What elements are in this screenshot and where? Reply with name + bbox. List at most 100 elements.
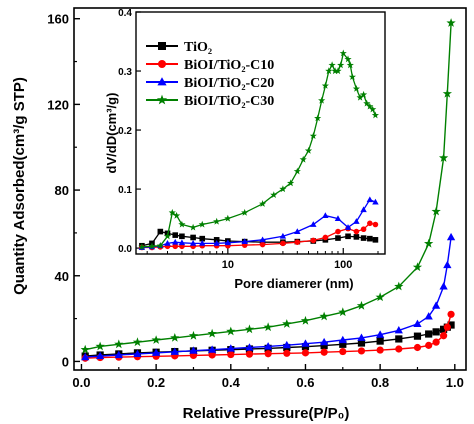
inset-data-point — [346, 61, 354, 69]
inset-data-point — [369, 105, 377, 113]
inset-data-point — [367, 235, 373, 242]
inset-data-point — [178, 220, 186, 228]
main-y-tick-label: 80 — [55, 183, 69, 198]
main-data-point — [207, 328, 217, 338]
inset-data-point — [334, 215, 342, 221]
inset-x-tick-label: 100 — [334, 259, 352, 271]
inset-data-point — [314, 114, 322, 122]
inset-data-point — [339, 49, 347, 57]
main-data-point — [446, 232, 456, 241]
main-data-point — [339, 340, 347, 348]
inset-data-point — [280, 240, 286, 247]
inset-data-point — [172, 243, 179, 250]
inset-data-point — [172, 232, 179, 238]
main-data-point — [300, 315, 311, 325]
inset-data-point — [294, 239, 301, 245]
inset-y-tick-label: 0.1 — [118, 185, 132, 196]
main-data-point — [188, 330, 199, 340]
inset-data-point — [353, 218, 360, 224]
inset-data-point — [363, 99, 371, 107]
inset-data-point — [270, 191, 278, 198]
main-data-point — [227, 350, 235, 359]
main-data-point — [395, 345, 403, 353]
inset-data-point — [224, 214, 232, 222]
main-data-point — [263, 322, 273, 332]
inset-plot: 10 100 0.0 0.1 0.2 0.3 0.4 — [118, 8, 387, 271]
main-data-point — [431, 301, 441, 309]
inset-y-tick-label: 0.4 — [118, 8, 132, 19]
main-data-point — [447, 321, 455, 329]
main-data-point — [375, 330, 385, 338]
inset-data-point — [366, 196, 374, 203]
legend-marker — [156, 94, 168, 105]
main-x-tick-label: 0.2 — [147, 375, 165, 390]
main-x-tick-label: 0.8 — [371, 375, 389, 390]
main-data-point — [114, 350, 123, 359]
main-data-point — [424, 238, 434, 248]
inset-y-tick-label: 0.3 — [118, 67, 132, 78]
main-data-point — [356, 300, 367, 310]
inset-data-point — [304, 146, 313, 154]
inset-data-point — [163, 232, 172, 240]
main-data-point — [432, 328, 440, 336]
inset-data-point — [360, 226, 367, 233]
main-y-tick-label: 0 — [62, 354, 69, 369]
inset-x-axis-label: Pore diamerer (nm) — [234, 276, 353, 291]
inset-data-point — [279, 185, 287, 193]
main-data-point — [319, 337, 329, 346]
inset-data-point — [372, 198, 379, 205]
inset-data-point — [366, 102, 374, 110]
legend-marker — [157, 77, 167, 86]
inset-y-tick-label: 0.2 — [118, 126, 132, 137]
main-data-point — [282, 319, 292, 328]
inset-data-point — [344, 224, 352, 230]
main-data-point — [395, 335, 403, 343]
inset-plot-frame — [135, 11, 386, 255]
main-data-point — [208, 351, 216, 359]
main-data-point — [245, 343, 254, 351]
inset-y-tick-label: 0.0 — [118, 244, 132, 255]
inset-data-point — [360, 90, 368, 98]
inset-data-point — [157, 228, 164, 235]
main-data-point — [412, 262, 423, 272]
inset-data-point — [293, 167, 301, 175]
inset-data-point — [213, 240, 220, 246]
inset-data-point — [287, 179, 295, 187]
main-data-point — [446, 18, 456, 27]
inset-y-axis-label: dV/dD(cm³/g) — [104, 93, 119, 174]
main-data-point — [357, 347, 366, 355]
main-data-point — [432, 338, 440, 346]
main-x-tick-label: 0.4 — [222, 375, 241, 390]
inset-data-point — [371, 111, 379, 119]
inset-data-point — [279, 232, 287, 239]
main-plot: 0.0 0.2 0.4 0.6 0.8 1.0 0 40 80 120 160 — [47, 7, 467, 390]
main-data-point — [245, 350, 254, 358]
main-data-point — [95, 341, 105, 351]
main-x-tick-label: 1.0 — [446, 375, 464, 390]
inset-data-point — [335, 228, 341, 235]
legend: TiO₂ BiOI/TiO₂-C10 BiOI/TiO₂-C20 BiOI/TiO₂-… — [146, 40, 274, 109]
main-plot-frame — [73, 7, 467, 371]
main-data-point — [263, 342, 273, 350]
main-data-point — [320, 348, 328, 356]
inset-data-point — [309, 132, 317, 139]
main-data-point — [424, 312, 433, 320]
inset-data-point — [328, 61, 336, 69]
inset-data-point — [352, 85, 360, 92]
main-data-point — [226, 326, 236, 336]
inset-data-point — [168, 208, 176, 216]
main-y-axis-label: Quantity Adsorbed(cm³/g STP) — [11, 77, 28, 295]
inset-data-point — [331, 67, 339, 75]
legend-marker — [158, 60, 166, 68]
main-data-point — [447, 310, 455, 318]
inset-data-point — [372, 237, 379, 243]
inset-data-point — [138, 243, 146, 250]
main-data-point — [226, 344, 235, 352]
main-data-point — [376, 337, 384, 345]
inset-data-point — [321, 82, 329, 89]
main-data-point — [443, 323, 451, 331]
inset-data-point — [179, 233, 185, 240]
inset-data-point — [337, 61, 345, 69]
inset-data-point — [322, 212, 329, 219]
